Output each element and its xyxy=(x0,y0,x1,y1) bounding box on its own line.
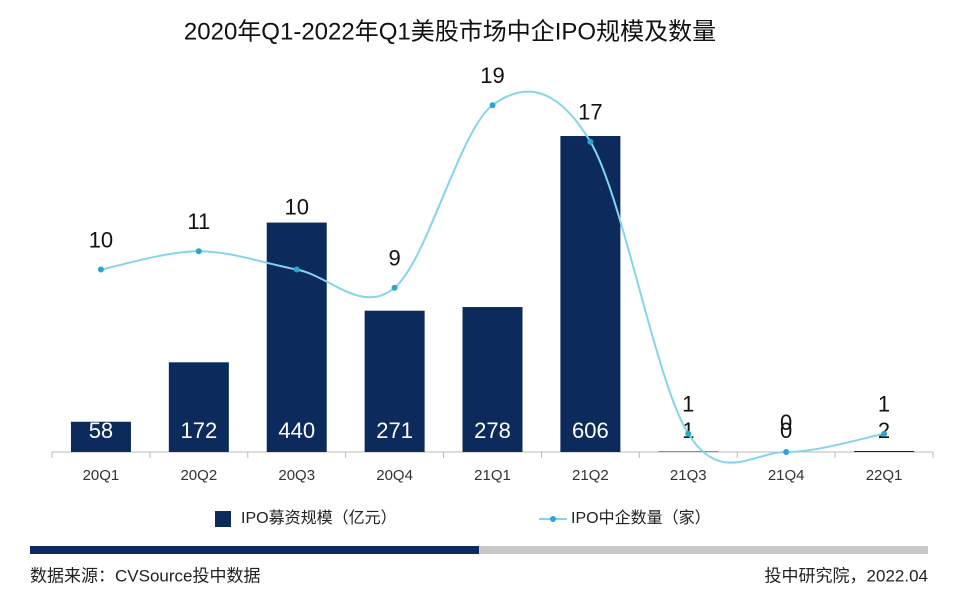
line-marker xyxy=(391,284,398,291)
line-marker xyxy=(293,266,300,273)
bar xyxy=(854,450,915,452)
bar xyxy=(462,307,523,452)
line-label: 11 xyxy=(187,209,210,234)
footer-bar xyxy=(479,546,928,554)
bar-label: 1 xyxy=(682,418,694,443)
bar-label: 271 xyxy=(376,418,413,443)
line-label: 1 xyxy=(878,392,890,417)
bar xyxy=(168,362,229,452)
bar-label: 58 xyxy=(89,418,113,443)
bar xyxy=(364,310,425,452)
line-marker xyxy=(97,266,104,273)
x-tick-label: 21Q1 xyxy=(474,467,511,484)
chart-title: 2020年Q1-2022年Q1美股市场中企IPO规模及数量 xyxy=(184,18,716,45)
line-marker xyxy=(685,430,692,437)
line-label: 19 xyxy=(480,63,504,88)
line-marker xyxy=(489,102,496,109)
source: 数据来源：CVSource投中数据 xyxy=(30,566,260,585)
line-marker xyxy=(881,430,888,437)
bar-label: 440 xyxy=(278,418,315,443)
legend-swatch xyxy=(215,511,231,527)
line-marker xyxy=(587,138,594,145)
bar-label: 172 xyxy=(180,418,217,443)
bar-label: 2 xyxy=(878,418,890,443)
line-label: 9 xyxy=(388,246,400,271)
line-label: 10 xyxy=(284,194,308,219)
bar-label: 0 xyxy=(780,418,792,443)
x-tick-label: 20Q3 xyxy=(278,467,315,484)
legend-swatch xyxy=(550,516,556,522)
line-label: 17 xyxy=(578,100,602,125)
footer-bar xyxy=(30,546,479,554)
line-label: 10 xyxy=(89,227,113,252)
legend-label: IPO募资规模（亿元） xyxy=(241,509,397,527)
x-tick-label: 20Q2 xyxy=(180,467,217,484)
bar xyxy=(658,451,719,452)
x-tick-label: 22Q1 xyxy=(866,467,903,484)
bar xyxy=(266,222,327,452)
line-marker xyxy=(783,449,790,455)
bar-label: 278 xyxy=(474,418,511,443)
line-marker xyxy=(195,248,202,255)
bar-label: 606 xyxy=(572,418,609,443)
x-tick-label: 20Q4 xyxy=(376,467,413,484)
x-tick-label: 21Q3 xyxy=(670,467,707,484)
legend-label: IPO中企数量（家） xyxy=(571,509,711,527)
bar xyxy=(560,136,621,452)
bar xyxy=(70,421,131,452)
line-label: 0 xyxy=(780,410,792,435)
line-label: 1 xyxy=(682,392,694,417)
credit: 投中研究院，2022.04 xyxy=(765,566,928,585)
x-tick-label: 21Q4 xyxy=(768,467,805,484)
x-tick-label: 20Q1 xyxy=(83,467,120,484)
line xyxy=(100,90,885,464)
x-tick-label: 21Q2 xyxy=(572,467,609,484)
